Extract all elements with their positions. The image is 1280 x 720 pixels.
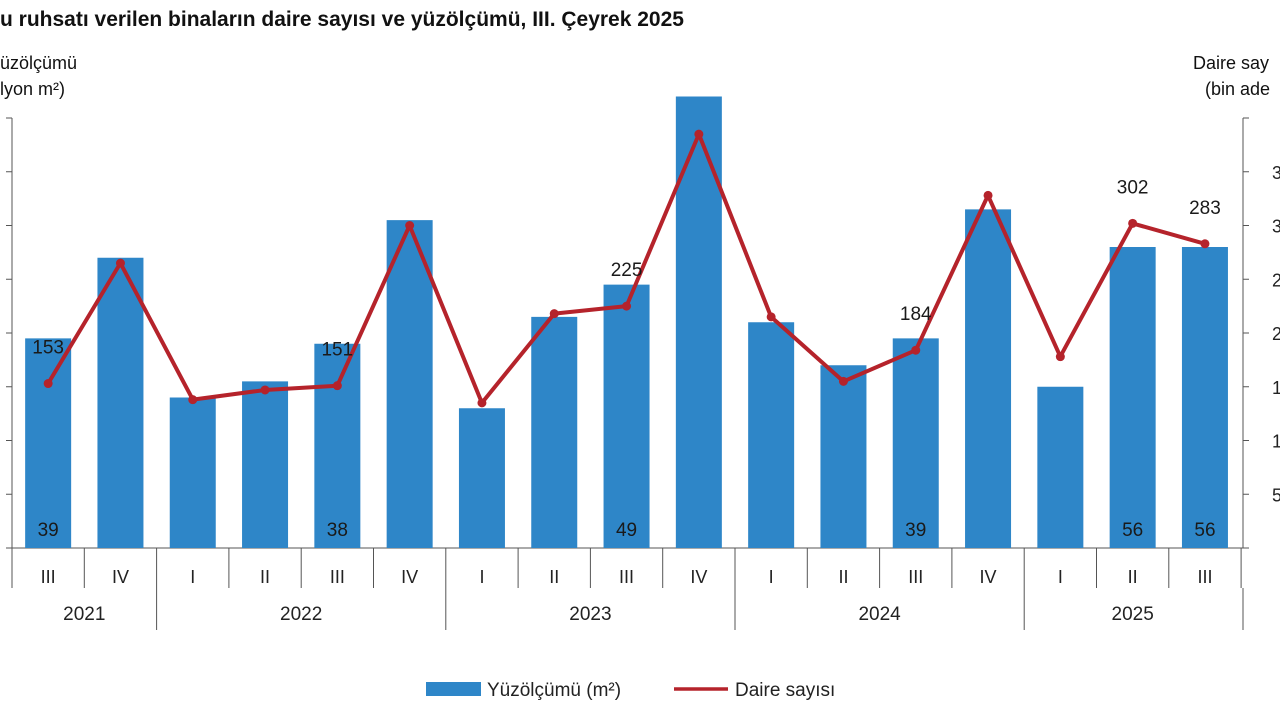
line-series: [43, 129, 1210, 408]
year-label: 2023: [569, 604, 611, 625]
quarter-label: I: [479, 567, 484, 587]
year-label: 2025: [1112, 604, 1154, 625]
line-point: [694, 129, 704, 139]
right-tick-label: 150: [1272, 378, 1280, 398]
legend: Yüzölçümü (m²) Daire sayısı: [426, 680, 835, 701]
line-point: [332, 381, 342, 391]
quarter-label: I: [190, 567, 195, 587]
bar: [1109, 247, 1156, 548]
year-label: 2024: [858, 604, 901, 625]
line-point: [838, 376, 848, 386]
right-axis-label-line-2: (bin ade: [1205, 79, 1271, 99]
bar: [25, 338, 72, 548]
left-axis-label: üzölçümü lyon m²): [0, 50, 77, 102]
line-point: [260, 385, 270, 395]
line-data-label: 151: [321, 340, 353, 361]
line-data-label: 302: [1117, 177, 1149, 198]
line-data-label: 283: [1189, 198, 1221, 219]
quarter-label: III: [619, 567, 634, 587]
line-data-label: 153: [32, 338, 64, 359]
line-point: [188, 395, 198, 405]
bar: [458, 408, 505, 548]
quarter-label: IV: [112, 567, 129, 587]
quarter-label: III: [41, 567, 56, 587]
bar: [386, 220, 433, 548]
line-point: [1200, 239, 1210, 249]
line-point: [1055, 352, 1065, 362]
line-data-label: 184: [900, 304, 932, 325]
line-point: [115, 258, 125, 268]
bar: [1181, 247, 1228, 548]
bar: [242, 381, 289, 548]
right-axis-label-line-1: Daire say: [1193, 53, 1270, 73]
legend-line-label: Daire sayısı: [735, 680, 835, 701]
right-axis-label: Daire say (bin ade: [1193, 50, 1270, 102]
bar: [314, 343, 361, 548]
bar: [97, 257, 144, 548]
bar-data-label: 56: [1194, 520, 1215, 541]
bar-data-label: 39: [905, 520, 926, 541]
bar: [531, 316, 578, 548]
right-tick-label: 100: [1272, 432, 1280, 452]
bar: [892, 338, 939, 548]
legend-bar-label: Yüzölçümü (m²): [487, 680, 621, 701]
quarter-label: II: [260, 567, 270, 587]
bar-data-label: 38: [327, 520, 348, 541]
line-point: [405, 221, 415, 230]
quarter-label: II: [1128, 567, 1138, 587]
line-point: [549, 309, 559, 319]
bar: [748, 322, 795, 548]
line-point: [622, 301, 632, 311]
quarter-label: IV: [980, 567, 997, 587]
quarter-label: I: [769, 567, 774, 587]
line-point: [1128, 218, 1138, 228]
bar-data-label: 49: [616, 520, 637, 541]
quarter-label: II: [838, 567, 848, 587]
bar: [1037, 386, 1084, 548]
line-point: [477, 398, 487, 408]
bar-series: [25, 96, 1228, 548]
quarter-label: II: [549, 567, 559, 587]
right-tick-label: 50: [1272, 485, 1280, 505]
quarter-label: III: [908, 567, 923, 587]
right-tick-label: 350: [1272, 163, 1280, 183]
right-tick-label: 250: [1272, 270, 1280, 290]
left-axis-label-line-2: lyon m²): [0, 79, 66, 99]
quarter-label: IV: [401, 567, 418, 587]
bar: [820, 365, 867, 548]
legend-bar-swatch: [426, 682, 481, 696]
quarter-label: I: [1058, 567, 1063, 587]
line-point: [911, 345, 921, 355]
right-tick-label: 200: [1272, 324, 1280, 344]
bar: [603, 284, 650, 548]
bar: [965, 209, 1012, 548]
quarter-label: IV: [690, 567, 707, 587]
chart-title: u ruhsatı verilen binaların daire sayısı…: [0, 8, 684, 31]
right-tick-label: 300: [1272, 217, 1280, 237]
year-label: 2021: [63, 604, 105, 625]
bar: [169, 397, 216, 548]
quarter-label: III: [1197, 567, 1212, 587]
bar: [675, 96, 722, 548]
data-labels: 39 38 49 39 56 56 153 151 225 184 302 283: [32, 177, 1221, 541]
line-point: [43, 379, 53, 389]
line-data-label: 225: [611, 260, 643, 281]
left-axis-label-line-1: üzölçümü: [0, 53, 78, 73]
bar-data-label: 39: [38, 520, 59, 541]
line-point: [766, 312, 776, 322]
quarter-label: III: [330, 567, 345, 587]
line-point: [983, 190, 993, 200]
bar-data-label: 56: [1122, 520, 1143, 541]
year-label: 2022: [280, 604, 322, 625]
